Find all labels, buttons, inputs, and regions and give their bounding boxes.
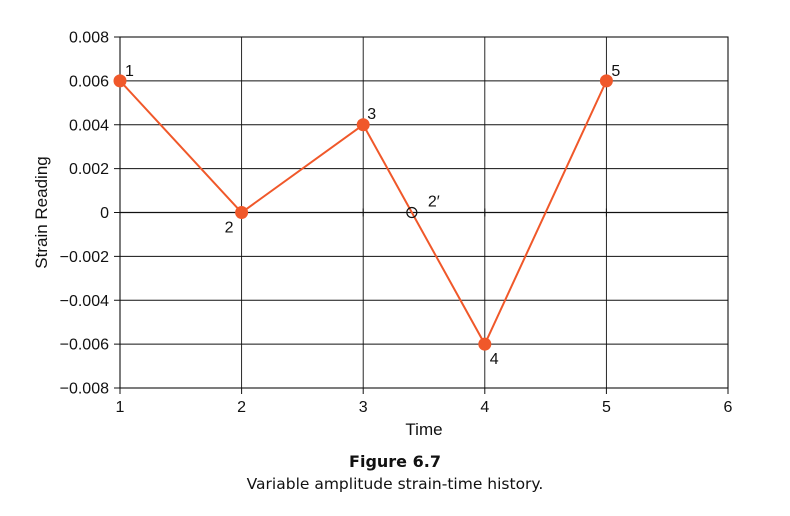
x-tick-label: 5 [602, 399, 611, 416]
point-label-5: 5 [611, 63, 620, 80]
y-tick-label: −0.004 [60, 293, 109, 310]
point-labels: 2′ 1 2 3 4 5 [125, 63, 620, 368]
figure-caption-text: Variable amplitude strain-time history. [246, 475, 544, 493]
y-tick-label: −0.002 [60, 249, 109, 266]
point-label-2: 2 [225, 220, 234, 237]
data-point-4 [478, 337, 492, 351]
strain-series [113, 74, 613, 351]
y-tick-label: −0.008 [60, 381, 109, 398]
data-point-5 [599, 74, 613, 88]
y-tick-label: −0.006 [60, 337, 109, 354]
x-axis-title: Time [405, 420, 442, 439]
y-tick-label: 0.004 [69, 117, 109, 134]
tick-labels: 0.008 0.006 0.004 0.002 0 −0.002 −0.004 −0.006 −… [60, 30, 733, 417]
y-tick-label: 0 [100, 205, 109, 222]
figure-caption-title: Figure 6.7 [349, 452, 441, 471]
x-tick-label: 4 [480, 399, 489, 416]
x-tick-label: 6 [724, 399, 733, 416]
y-tick-label: 0.002 [69, 161, 109, 178]
data-point-1 [113, 74, 127, 88]
y-tick-label: 0.006 [69, 73, 109, 90]
grid [119, 36, 729, 389]
point-label-3: 3 [367, 106, 376, 123]
x-tick-label: 3 [359, 399, 368, 416]
x-tick-label: 2 [237, 399, 246, 416]
data-point-3 [356, 118, 370, 132]
annotation-label: 2′ [428, 194, 440, 211]
point-label-4: 4 [490, 351, 499, 368]
y-tick-label: 0.008 [69, 30, 109, 47]
y-axis-title: Strain Reading [32, 156, 51, 268]
strain-time-chart: 0.008 0.006 0.004 0.002 0 −0.002 −0.004 −0.006 −… [32, 30, 733, 440]
x-tick-label: 1 [116, 399, 125, 416]
plot-frame [119, 36, 729, 389]
data-point-2 [235, 206, 249, 219]
point-label-1: 1 [125, 63, 134, 80]
annotation-marker [406, 206, 418, 219]
axes [114, 36, 729, 394]
